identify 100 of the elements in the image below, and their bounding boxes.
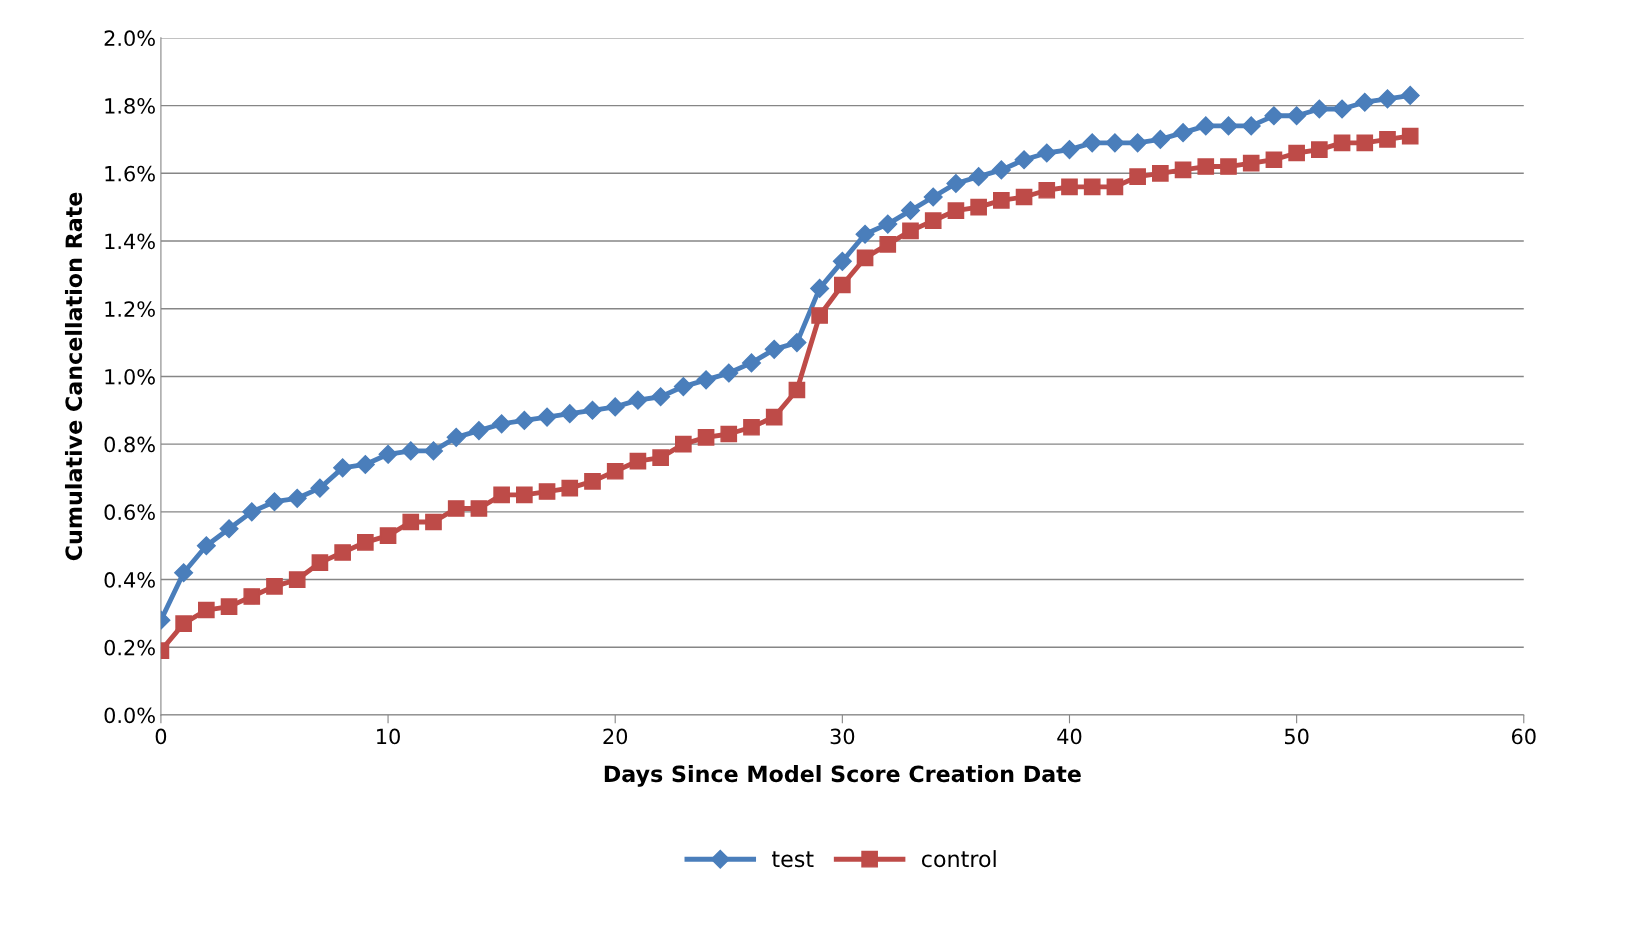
point <box>1037 143 1057 163</box>
point <box>401 441 421 461</box>
y-tick-label: 0.6% <box>104 504 155 521</box>
x-tick-label: 60 <box>1511 728 1536 745</box>
point <box>492 414 512 434</box>
point <box>537 407 557 427</box>
point <box>1106 178 1124 196</box>
point <box>584 473 601 490</box>
point <box>651 387 671 407</box>
point <box>311 554 329 571</box>
point <box>1379 131 1396 148</box>
point <box>605 397 625 417</box>
point <box>696 370 716 390</box>
y-tick-label: 0.8% <box>104 436 155 453</box>
point <box>402 513 420 531</box>
legend-label: test <box>771 851 814 868</box>
x-tick-label: 30 <box>830 728 855 745</box>
point <box>855 224 875 244</box>
point <box>765 408 783 426</box>
point <box>1173 123 1193 143</box>
point <box>1355 92 1375 112</box>
point <box>1105 133 1125 153</box>
point <box>993 192 1010 209</box>
y-tick-label: 0.2% <box>104 639 155 656</box>
point <box>378 444 398 464</box>
point <box>242 502 262 522</box>
point <box>243 588 261 605</box>
point <box>1377 89 1398 109</box>
x-tick-label: 50 <box>1284 728 1309 745</box>
point <box>469 421 489 441</box>
point <box>446 427 466 447</box>
point <box>1242 154 1260 172</box>
y-tick-label: 1.8% <box>105 98 155 114</box>
point <box>357 533 374 551</box>
point <box>355 454 375 474</box>
point <box>470 500 488 517</box>
point <box>1038 181 1056 199</box>
point <box>741 353 762 373</box>
point <box>673 377 693 397</box>
point <box>1196 116 1216 136</box>
point <box>787 333 807 353</box>
point <box>198 601 215 619</box>
y-tick-label: 1.2% <box>105 301 155 317</box>
point <box>1061 178 1078 196</box>
y-tick-label: 0.0% <box>104 707 155 724</box>
point <box>561 479 579 497</box>
point <box>900 201 921 221</box>
point <box>582 400 603 420</box>
point <box>1264 106 1284 126</box>
point <box>991 160 1011 180</box>
point <box>1218 116 1239 136</box>
point <box>834 276 851 294</box>
y-tick-label: 0.4% <box>104 572 155 588</box>
point <box>1400 85 1420 105</box>
point <box>788 381 806 399</box>
y-axis-title: Cumulative Cancellation Rate <box>64 192 83 561</box>
point <box>514 410 534 430</box>
point <box>856 249 874 267</box>
point <box>1152 164 1169 182</box>
point <box>493 486 510 504</box>
point <box>1220 158 1237 175</box>
legend-label: control <box>921 850 996 868</box>
point <box>560 404 580 424</box>
point <box>1265 151 1283 169</box>
x-tick-label: 10 <box>377 728 400 745</box>
point <box>946 173 966 193</box>
point <box>1128 133 1148 153</box>
point <box>1129 168 1146 186</box>
point <box>969 167 989 187</box>
point <box>264 492 285 512</box>
point <box>764 339 784 359</box>
x-tick-label: 20 <box>603 728 628 745</box>
point <box>947 202 965 219</box>
point <box>174 563 194 583</box>
point <box>1014 150 1034 170</box>
point <box>810 278 830 298</box>
point <box>266 578 283 595</box>
point <box>447 500 465 517</box>
point <box>606 462 624 480</box>
point <box>719 363 739 383</box>
point <box>516 486 533 504</box>
point <box>1309 99 1329 119</box>
point <box>923 187 943 207</box>
point <box>1150 129 1170 149</box>
point <box>720 425 738 443</box>
x-axis-title: Days Since Model Score Creation Date <box>604 765 1081 787</box>
point <box>334 544 351 561</box>
point <box>697 429 715 446</box>
point <box>832 251 852 271</box>
y-tick-label: 1.6% <box>105 165 155 182</box>
point <box>423 441 444 461</box>
point <box>1401 127 1419 145</box>
point <box>538 483 556 500</box>
point <box>425 513 442 531</box>
point <box>196 536 216 556</box>
point <box>287 488 307 508</box>
point <box>1241 116 1261 136</box>
point <box>310 478 330 498</box>
point <box>1059 140 1080 160</box>
point <box>879 236 897 253</box>
